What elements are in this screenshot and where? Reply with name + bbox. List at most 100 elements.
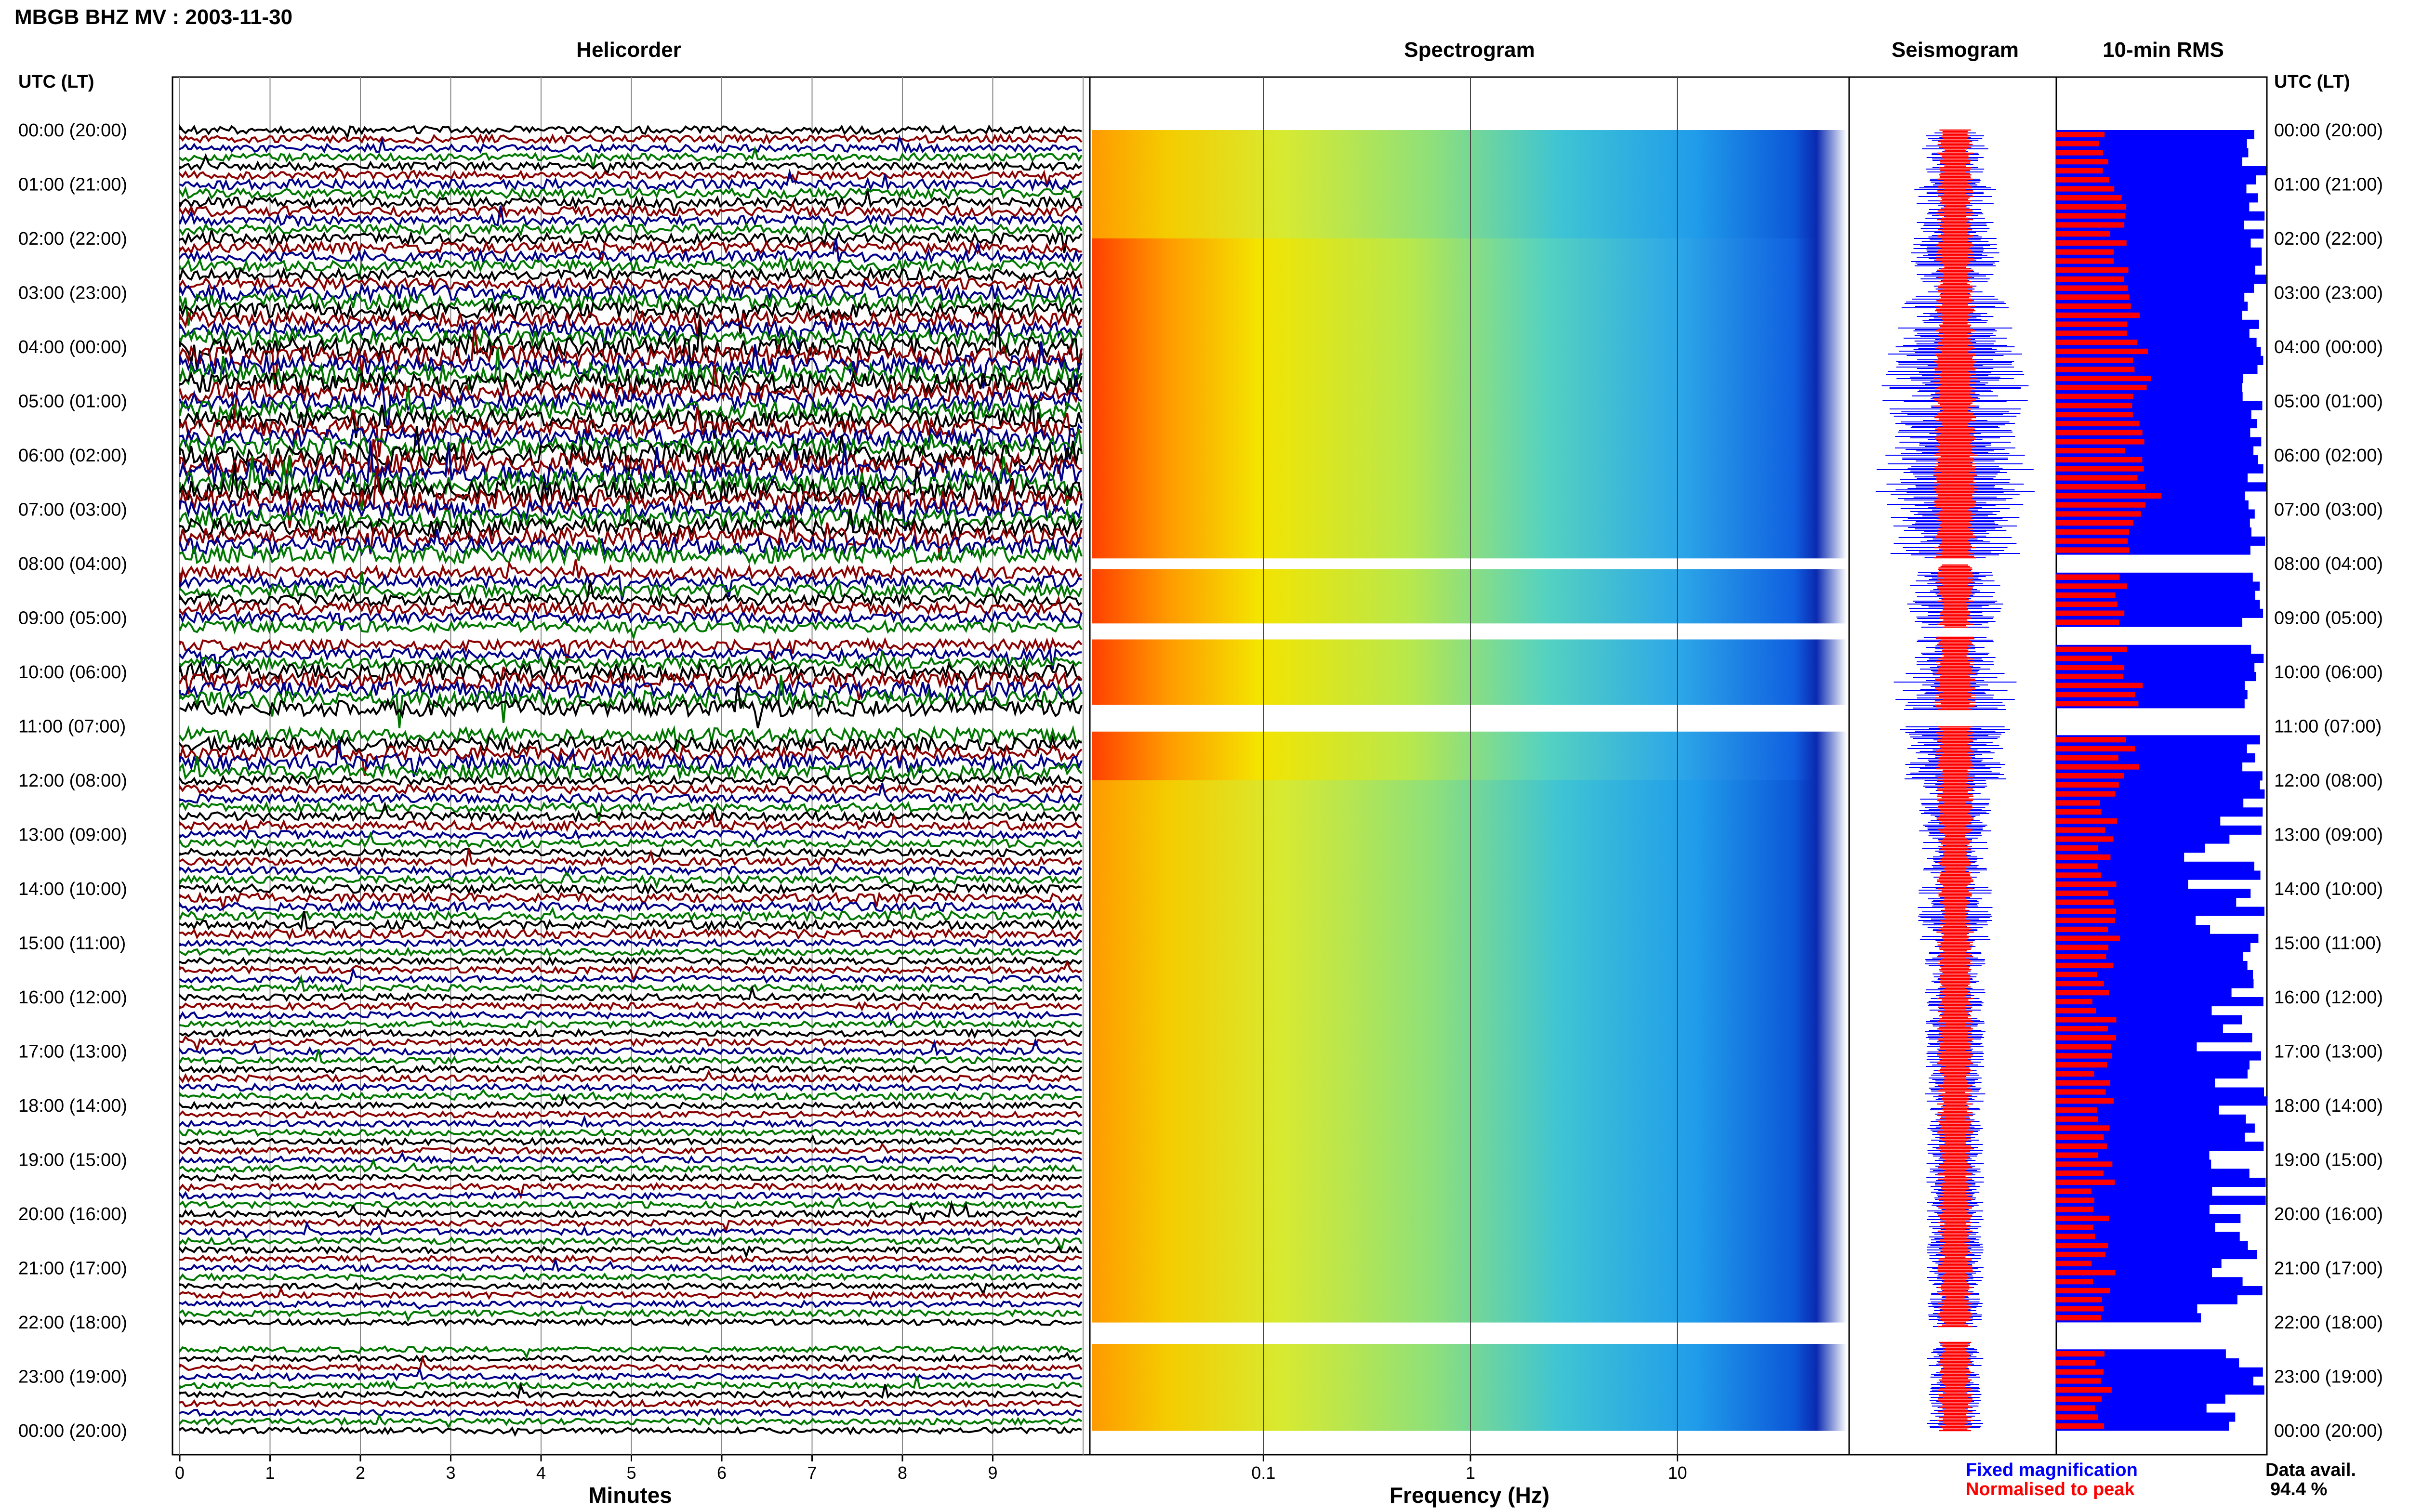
rms-normalised-bar: [2056, 574, 2120, 580]
spectrogram-row: [1092, 1111, 1847, 1117]
spectrogram-row: [1092, 547, 1847, 553]
time-label: 05:00 (01:00): [2274, 392, 2383, 412]
rms-normalised-bar: [2056, 673, 2124, 680]
helicorder-trace: [179, 956, 1083, 966]
spectrogram-row: [1092, 899, 1847, 906]
time-label: 14:00 (10:00): [2274, 879, 2383, 899]
rms-normalised-bar: [2056, 321, 2128, 327]
time-label: 16:00 (12:00): [2274, 987, 2383, 1008]
rms-normalised-bar: [2056, 1234, 2095, 1239]
spectrogram-row: [1092, 1219, 1847, 1225]
helicorder-trace: [179, 238, 1083, 265]
spectrogram-row: [1092, 357, 1847, 364]
spectrogram-row: [1092, 520, 1847, 526]
spectrogram-row: [1092, 1094, 1847, 1101]
rms-normalised-bar: [2056, 1053, 2112, 1059]
helicorder-trace: [179, 938, 1083, 948]
helicorder-trace: [179, 1245, 1082, 1259]
rms-normalised-bar: [2056, 890, 2108, 896]
spectrogram-row: [1092, 612, 1847, 618]
time-label: 06:00 (02:00): [2274, 446, 2383, 466]
minute-tick-label: 1: [265, 1463, 275, 1483]
rms-normalised-bar: [2056, 258, 2114, 264]
spectrogram-row: [1092, 569, 1847, 575]
spectrogram-row: [1092, 1165, 1847, 1171]
rms-normalised-bar: [2056, 764, 2139, 770]
time-label: 21:00 (17:00): [2274, 1259, 2383, 1279]
rms-fixed-bar: [2056, 798, 2244, 808]
rms-normalised-bar: [2056, 412, 2133, 418]
rms-normalised-bar: [2056, 962, 2114, 969]
spectrogram-row: [1092, 1344, 1847, 1350]
rms-normalised-bar: [2056, 430, 2143, 435]
spectrogram-row: [1092, 1138, 1847, 1144]
helicorder-trace: [179, 1069, 1082, 1084]
helicorder-trace: [179, 134, 1082, 154]
spectrogram-row: [1092, 829, 1847, 835]
time-label: 17:00 (13:00): [18, 1042, 127, 1062]
rms-normalised-bar: [2056, 1098, 2114, 1104]
spectrogram-row: [1092, 146, 1847, 152]
rms-normalised-bar: [2056, 240, 2127, 246]
spectrogram-row: [1092, 401, 1847, 407]
spectrogram-row: [1092, 737, 1847, 743]
spectrogram-row: [1092, 1409, 1847, 1415]
rms-normalised-bar: [2056, 1125, 2110, 1131]
time-label: 14:00 (10:00): [18, 879, 127, 899]
spectrogram-row: [1092, 1149, 1847, 1155]
helicorder-trace: [179, 186, 1083, 200]
spectrogram-row: [1092, 574, 1847, 580]
minute-tick-label: 2: [356, 1463, 365, 1483]
spectrogram-row: [1092, 552, 1847, 559]
spectrogram-row: [1092, 1360, 1847, 1366]
spectrogram-row: [1092, 1289, 1847, 1296]
helicorder-trace: [179, 462, 1083, 505]
rms-fixed-bar: [2056, 1114, 2246, 1124]
rms-normalised-bar: [2056, 683, 2143, 688]
rms-normalised-bar: [2056, 1107, 2097, 1113]
spectrogram-row: [1092, 1214, 1847, 1220]
spectrogram-row: [1092, 526, 1847, 532]
spectrogram-row: [1092, 309, 1847, 315]
rms-normalised-bar: [2056, 484, 2145, 490]
helicorder-trace: [179, 974, 1083, 993]
spectrogram-row: [1092, 954, 1847, 960]
helicorder-trace: [179, 327, 1083, 354]
spectrogram-row: [1092, 1013, 1847, 1019]
helicorder-trace: [179, 609, 1083, 631]
rms-normalised-bar: [2056, 330, 2127, 336]
helicorder-trace: [179, 364, 1083, 419]
rms-fixed-bar: [2056, 1069, 2248, 1079]
time-label: 18:00 (14:00): [2274, 1096, 2383, 1116]
helicorder-trace: [179, 678, 1083, 705]
rms-normalised-bar: [2056, 376, 2151, 381]
rms-normalised-bar: [2056, 845, 2098, 851]
helicorder-trace: [179, 276, 1083, 291]
rms-normalised-bar: [2056, 186, 2115, 192]
spectrogram-row: [1092, 579, 1847, 586]
helicorder-trace: [179, 831, 1083, 849]
helicorder-trace: [179, 1010, 1082, 1026]
rms-normalised-bar: [2056, 168, 2103, 174]
time-label: 09:00 (05:00): [2274, 608, 2383, 629]
rms-fixed-bar: [2056, 825, 2262, 835]
time-labels-left: 00:00 (20:00) 01:00 (21:00) 02:00 (22:00) 0…: [18, 120, 127, 1441]
helicorder-trace: [179, 618, 1083, 641]
spectrogram-row: [1092, 1176, 1847, 1182]
helicorder-trace: [179, 1143, 1082, 1156]
spectrogram-row: [1092, 455, 1847, 461]
helicorder-trace: [179, 1038, 1082, 1057]
helicorder-trace: [179, 1366, 1083, 1382]
helicorder-trace: [179, 280, 1082, 304]
spectrogram-row: [1092, 211, 1847, 217]
time-label: 05:00 (01:00): [18, 392, 127, 412]
spectrogram-row: [1092, 471, 1847, 477]
time-label: 03:00 (23:00): [2274, 283, 2383, 303]
spectrogram-row: [1092, 910, 1847, 916]
rms-fixed-bar: [2056, 1376, 2253, 1386]
helicorder-trace: [179, 1027, 1083, 1039]
spectrogram-row: [1092, 206, 1847, 212]
rms-normalised-bar: [2056, 466, 2144, 472]
rms-normalised-bar: [2056, 1279, 2093, 1285]
rms-title: 10-min RMS: [2103, 38, 2224, 62]
